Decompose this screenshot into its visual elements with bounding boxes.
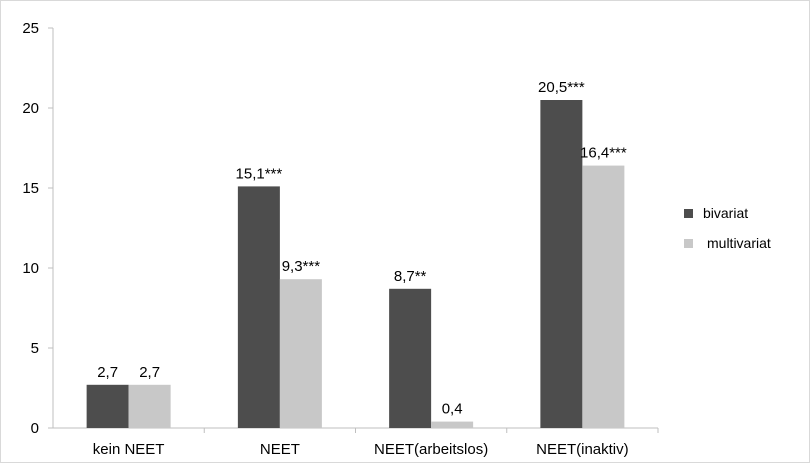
bar-bivariat-2 — [389, 288, 432, 428]
legend: bivariat multivariat — [684, 205, 771, 251]
y-tick-label: 5 — [31, 340, 39, 357]
y-axis-ticks: 0 5 10 15 20 25 — [22, 20, 53, 437]
y-tick-label: 10 — [22, 260, 39, 277]
x-category-label: NEET(arbeitslos) — [374, 441, 488, 458]
bars-group: 2,7 2,7 15,1*** 9,3*** 8,7** 0,4 20,5*** 16,4**… — [86, 79, 627, 428]
x-category-label: NEET — [260, 441, 300, 458]
data-label-multivariat: 2,7 — [139, 364, 160, 381]
bar-multivariat-3 — [582, 165, 625, 428]
data-label-bivariat: 15,1*** — [236, 165, 283, 182]
bar-bivariat-1 — [237, 186, 280, 428]
bar-multivariat-1 — [279, 279, 322, 428]
data-label-multivariat: 9,3*** — [282, 258, 321, 275]
y-tick-label: 15 — [22, 180, 39, 197]
data-label-bivariat: 20,5*** — [538, 79, 585, 96]
x-axis-ticks: kein NEET NEET NEET(arbeitslos) NEET(inakti… — [93, 428, 659, 458]
y-tick-label: 0 — [31, 420, 39, 437]
legend-label-bivariat: bivariat — [703, 205, 748, 221]
legend-swatch-bivariat — [684, 209, 693, 218]
legend-label-multivariat: multivariat — [707, 235, 771, 251]
y-tick-label: 20 — [22, 100, 39, 117]
data-label-multivariat: 16,4*** — [580, 145, 627, 162]
x-category-label: NEET(inaktiv) — [536, 441, 629, 458]
bar-bivariat-3 — [540, 100, 583, 428]
data-label-bivariat: 2,7 — [97, 364, 118, 381]
data-label-multivariat: 0,4 — [442, 401, 463, 418]
bar-multivariat-2 — [431, 421, 474, 428]
y-tick-label: 25 — [22, 20, 39, 37]
x-category-label: kein NEET — [93, 441, 165, 458]
bar-bivariat-0 — [86, 384, 129, 428]
bar-multivariat-0 — [128, 384, 171, 428]
legend-swatch-multivariat — [684, 239, 693, 248]
data-label-bivariat: 8,7** — [394, 268, 427, 285]
